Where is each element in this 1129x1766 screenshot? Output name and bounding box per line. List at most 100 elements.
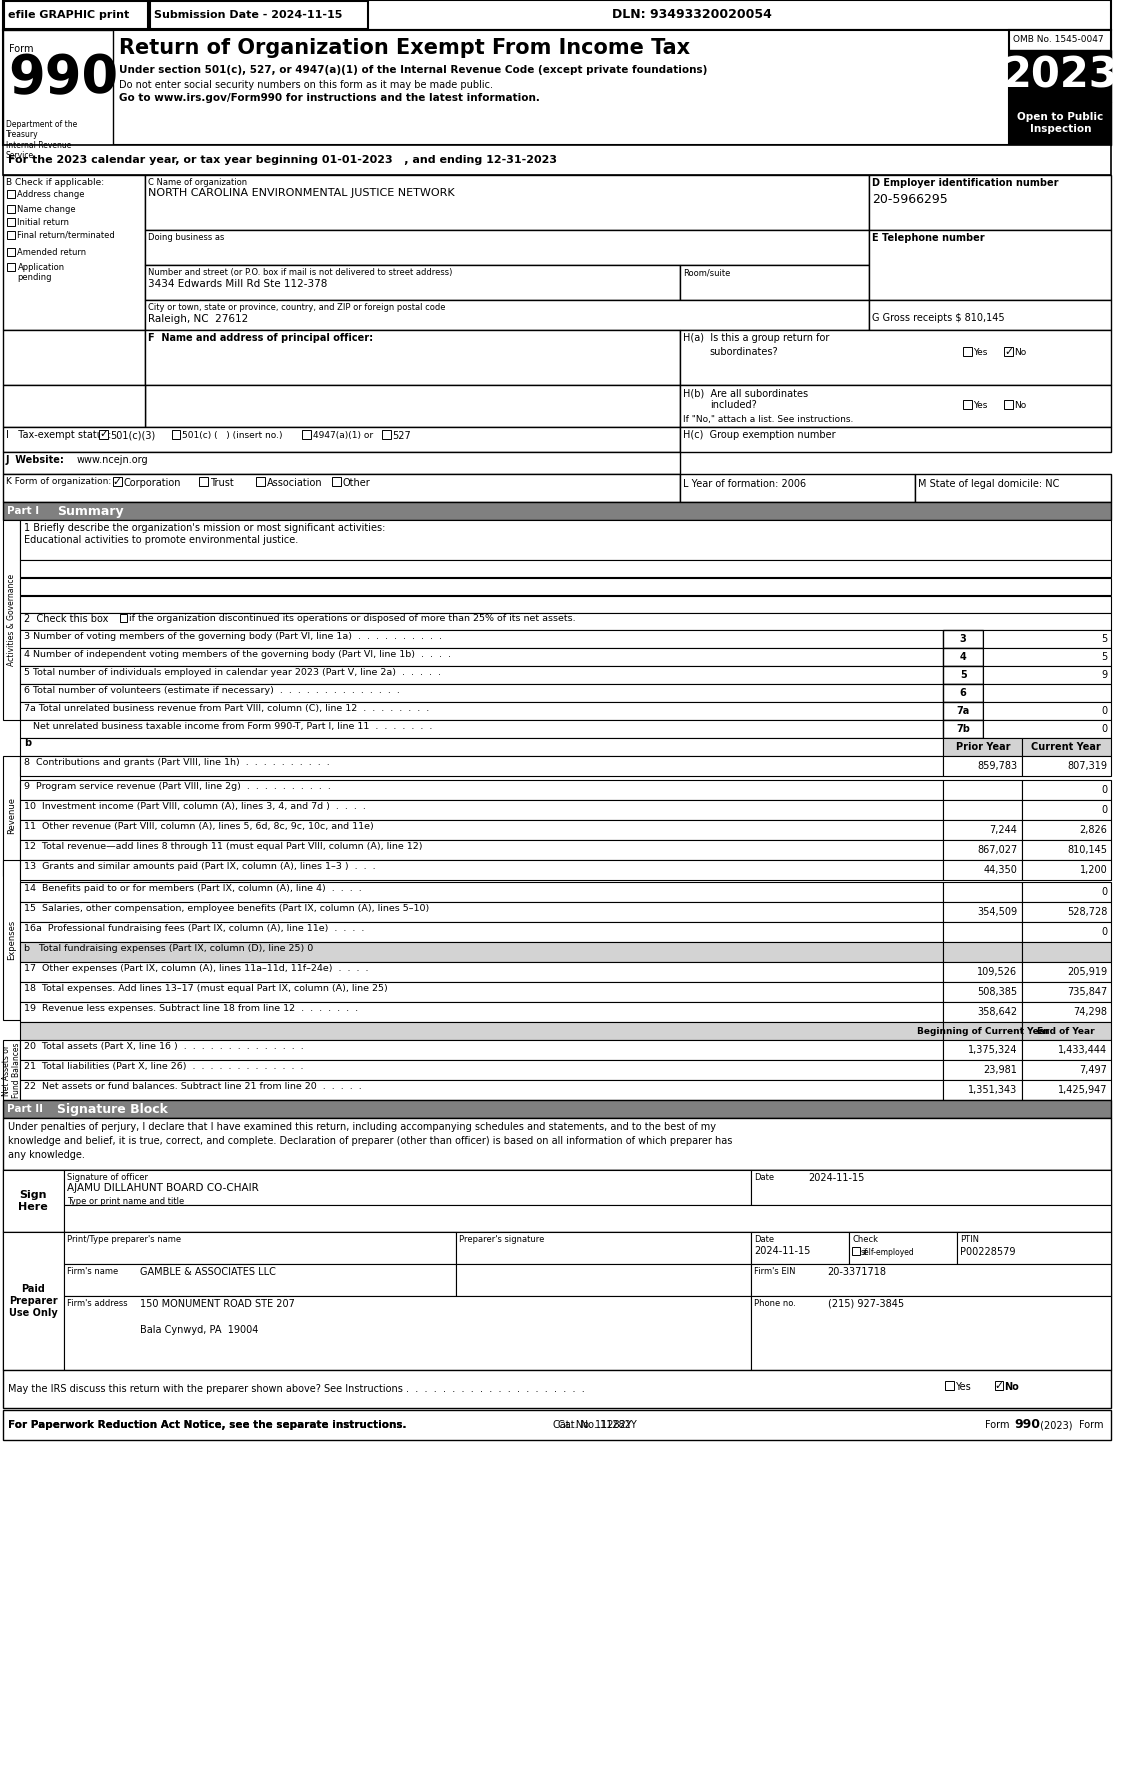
Text: K Form of organization:: K Form of organization: bbox=[6, 477, 111, 486]
Text: 3434 Edwards Mill Rd Ste 112-378: 3434 Edwards Mill Rd Ste 112-378 bbox=[148, 279, 327, 290]
Bar bbox=[751, 1233, 849, 1264]
Text: OMB No. 1545-0047: OMB No. 1545-0047 bbox=[1013, 35, 1104, 44]
Bar bbox=[20, 630, 944, 648]
Bar bbox=[944, 721, 982, 738]
Text: P00228579: P00228579 bbox=[960, 1247, 1016, 1257]
Bar bbox=[2, 473, 681, 502]
Bar bbox=[963, 346, 972, 357]
Text: Signature Block: Signature Block bbox=[56, 1102, 167, 1116]
Bar bbox=[20, 819, 944, 841]
Text: Expenses: Expenses bbox=[7, 920, 16, 961]
Bar bbox=[2, 860, 20, 1021]
Text: H(b)  Are all subordinates: H(b) Are all subordinates bbox=[683, 389, 808, 397]
Bar bbox=[995, 1381, 1004, 1390]
Text: Paid
Preparer
Use Only: Paid Preparer Use Only bbox=[9, 1284, 58, 1317]
Text: Date: Date bbox=[754, 1173, 774, 1181]
Bar bbox=[20, 648, 944, 666]
Text: 810,145: 810,145 bbox=[1068, 844, 1108, 855]
Text: 358,642: 358,642 bbox=[977, 1007, 1017, 1017]
Text: 21  Total liabilities (Part X, line 26)  .  .  .  .  .  .  .  .  .  .  .  .  .: 21 Total liabilities (Part X, line 26) .… bbox=[25, 1061, 304, 1070]
Text: ✓: ✓ bbox=[995, 1381, 1004, 1390]
Text: 1,200: 1,200 bbox=[1079, 865, 1108, 874]
Bar bbox=[1022, 800, 1111, 819]
Bar bbox=[7, 217, 15, 226]
Text: 1 Briefly describe the organization's mission or most significant activities:: 1 Briefly describe the organization's mi… bbox=[25, 523, 386, 533]
Text: any knowledge.: any knowledge. bbox=[8, 1150, 85, 1160]
Text: Educational activities to promote environmental justice.: Educational activities to promote enviro… bbox=[25, 535, 298, 546]
Text: No: No bbox=[1014, 401, 1026, 410]
Text: 7a: 7a bbox=[956, 706, 970, 715]
Bar bbox=[944, 648, 982, 666]
Bar bbox=[2, 427, 681, 452]
Text: 9: 9 bbox=[1102, 669, 1108, 680]
Bar bbox=[944, 941, 1022, 962]
Text: 527: 527 bbox=[393, 431, 411, 442]
Bar bbox=[869, 175, 1111, 230]
Text: Raleigh, NC  27612: Raleigh, NC 27612 bbox=[148, 314, 248, 323]
Bar bbox=[20, 721, 944, 738]
Bar bbox=[982, 721, 1111, 738]
Bar bbox=[1022, 781, 1111, 800]
Text: 2023: 2023 bbox=[1003, 55, 1118, 97]
Text: 2  Check this box: 2 Check this box bbox=[25, 615, 108, 623]
Bar bbox=[1022, 922, 1111, 941]
Text: 23,981: 23,981 bbox=[983, 1065, 1017, 1075]
Bar bbox=[20, 577, 1111, 595]
Text: Go to www.irs.gov/Form990 for instructions and the latest information.: Go to www.irs.gov/Form990 for instructio… bbox=[119, 94, 540, 102]
Bar bbox=[20, 595, 1111, 613]
Text: For the 2023 calendar year, or tax year beginning 01-01-2023   , and ending 12-3: For the 2023 calendar year, or tax year … bbox=[8, 155, 557, 164]
Text: 735,847: 735,847 bbox=[1067, 987, 1108, 998]
Text: b: b bbox=[25, 738, 32, 749]
Bar bbox=[982, 666, 1111, 683]
Bar bbox=[2, 1171, 63, 1233]
Text: 16a  Professional fundraising fees (Part IX, column (A), line 11e)  .  .  .  .: 16a Professional fundraising fees (Part … bbox=[25, 924, 365, 932]
Bar bbox=[1022, 962, 1111, 982]
Text: 7,244: 7,244 bbox=[989, 825, 1017, 835]
Text: Association: Association bbox=[266, 479, 323, 487]
Bar bbox=[7, 231, 15, 238]
Text: 14  Benefits paid to or for members (Part IX, column (A), line 4)  .  .  .  .: 14 Benefits paid to or for members (Part… bbox=[25, 885, 362, 894]
Bar bbox=[944, 1060, 1022, 1081]
Bar bbox=[944, 1040, 1022, 1060]
Text: Room/suite: Room/suite bbox=[683, 268, 730, 277]
Text: 20-5966295: 20-5966295 bbox=[872, 192, 947, 207]
Bar bbox=[20, 922, 944, 941]
Text: Print/Type preparer's name: Print/Type preparer's name bbox=[67, 1234, 181, 1243]
Bar bbox=[1009, 49, 1111, 102]
Text: L Year of formation: 2006: L Year of formation: 2006 bbox=[683, 479, 806, 489]
Bar bbox=[944, 800, 1022, 819]
Text: Check: Check bbox=[852, 1234, 878, 1243]
Text: 150 MONUMENT ROAD STE 207: 150 MONUMENT ROAD STE 207 bbox=[140, 1300, 295, 1309]
Bar bbox=[146, 300, 869, 330]
Text: Return of Organization Exempt From Income Tax: Return of Organization Exempt From Incom… bbox=[119, 39, 690, 58]
Bar bbox=[20, 902, 944, 922]
Text: PTIN: PTIN bbox=[960, 1234, 979, 1243]
Text: Firm's address: Firm's address bbox=[67, 1300, 128, 1309]
Text: 5: 5 bbox=[1101, 634, 1108, 645]
Bar bbox=[120, 615, 128, 622]
Text: J  Website:: J Website: bbox=[6, 456, 64, 464]
Bar bbox=[146, 175, 869, 230]
Text: Sign
Here: Sign Here bbox=[18, 1190, 49, 1211]
Bar bbox=[2, 145, 1111, 175]
Text: For Paperwork Reduction Act Notice, see the separate instructions.: For Paperwork Reduction Act Notice, see … bbox=[8, 1420, 406, 1430]
Bar bbox=[20, 613, 1111, 630]
Text: knowledge and belief, it is true, correct, and complete. Declaration of preparer: knowledge and belief, it is true, correc… bbox=[8, 1136, 732, 1146]
Text: 867,027: 867,027 bbox=[977, 844, 1017, 855]
Bar bbox=[944, 630, 982, 648]
Bar bbox=[20, 519, 1111, 560]
Text: Firm's name: Firm's name bbox=[67, 1266, 117, 1277]
Bar bbox=[944, 703, 982, 721]
Text: C Name of organization: C Name of organization bbox=[148, 178, 247, 187]
Text: 74,298: 74,298 bbox=[1074, 1007, 1108, 1017]
Text: Yes: Yes bbox=[955, 1383, 971, 1392]
Bar bbox=[852, 1247, 860, 1256]
Text: 18  Total expenses. Add lines 13–17 (must equal Part IX, column (A), line 25): 18 Total expenses. Add lines 13–17 (must… bbox=[25, 984, 388, 992]
Bar bbox=[944, 683, 982, 703]
Bar bbox=[681, 330, 1111, 385]
Bar bbox=[1022, 881, 1111, 902]
Text: b   Total fundraising expenses (Part IX, column (D), line 25) 0: b Total fundraising expenses (Part IX, c… bbox=[25, 945, 314, 954]
Text: subordinates?: subordinates? bbox=[710, 346, 778, 357]
Text: H(a)  Is this a group return for: H(a) Is this a group return for bbox=[683, 334, 830, 343]
Bar bbox=[2, 502, 1111, 519]
